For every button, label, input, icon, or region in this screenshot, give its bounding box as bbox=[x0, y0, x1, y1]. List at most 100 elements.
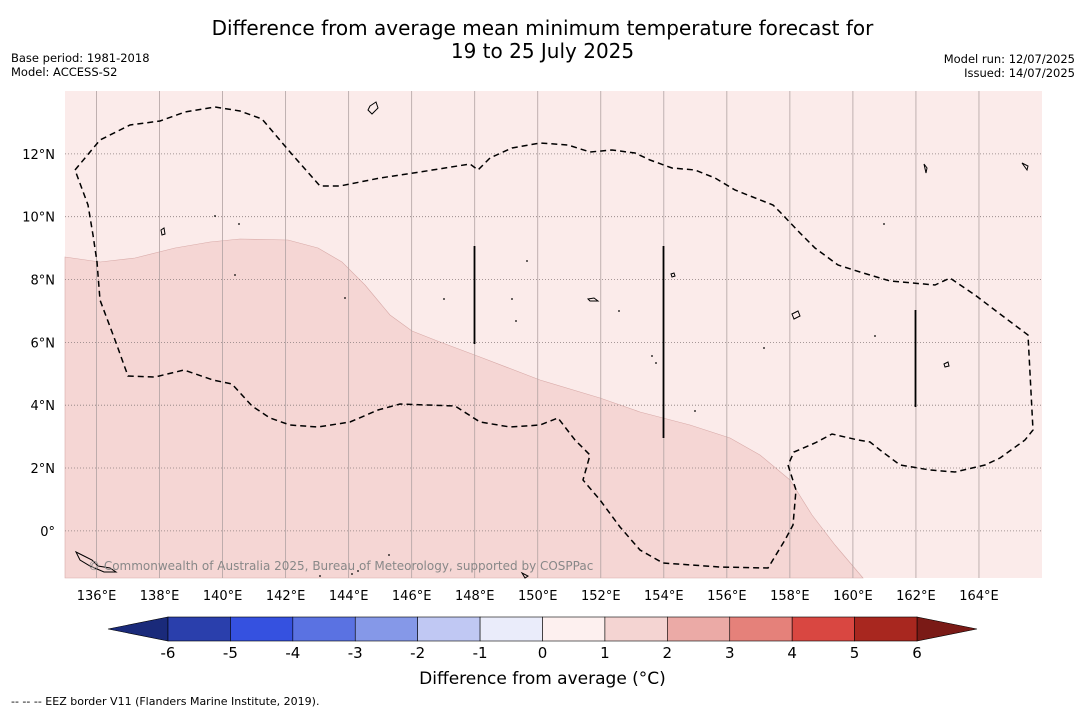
colorbar-tick-label: 3 bbox=[725, 644, 735, 662]
island-outline bbox=[670, 272, 676, 278]
latitude-tick-label: 6°N bbox=[31, 336, 56, 351]
islet bbox=[526, 260, 528, 262]
colorbar-tick-label: -4 bbox=[285, 644, 300, 662]
longitude-tick-label: 150°E bbox=[518, 589, 558, 604]
islet bbox=[344, 297, 346, 299]
colorbar-tick-label: -1 bbox=[473, 644, 488, 662]
islet bbox=[763, 347, 765, 349]
colorbar-bin bbox=[729, 616, 793, 642]
colorbar-tick-label: 4 bbox=[787, 644, 797, 662]
colorbar-tick-label: -5 bbox=[223, 644, 238, 662]
colorbar-tick-label: 0 bbox=[538, 644, 548, 662]
latitude-tick-label: 0° bbox=[40, 525, 55, 540]
islet bbox=[351, 573, 353, 575]
map-title-line1: Difference from average mean minimum tem… bbox=[211, 16, 874, 40]
longitude-tick-label: 148°E bbox=[455, 589, 495, 604]
map-panel: © Commonwealth of Australia 2025, Bureau… bbox=[64, 91, 1042, 579]
latitude-tick-label: 12°N bbox=[22, 148, 55, 163]
islet bbox=[515, 320, 517, 322]
longitude-tick-label: 144°E bbox=[329, 589, 369, 604]
longitude-tick-label: 154°E bbox=[644, 589, 684, 604]
latitude-tick-label: 4°N bbox=[31, 399, 56, 414]
islet bbox=[319, 575, 321, 577]
island-outline bbox=[160, 227, 166, 236]
issued-date: Issued: 14/07/2025 bbox=[964, 66, 1075, 80]
copyright-watermark: © Commonwealth of Australia 2025, Bureau… bbox=[88, 559, 593, 573]
longitude-tick-label: 162°E bbox=[896, 589, 936, 604]
islet bbox=[234, 274, 236, 276]
colorbar-bin bbox=[354, 616, 418, 642]
islet bbox=[511, 298, 513, 300]
islet bbox=[618, 310, 620, 312]
latitude-tick-label: 10°N bbox=[22, 211, 55, 226]
colorbar-bin bbox=[167, 616, 231, 642]
island-outline bbox=[74, 550, 118, 573]
colorbar-tick-label: -6 bbox=[161, 644, 176, 662]
colorbar-tick-labels: -6 -5 -4 -3 -2 -1 0 1 2 3 4 5 6 bbox=[161, 644, 922, 662]
colorbar-bin bbox=[417, 616, 481, 642]
colorbar-bin bbox=[854, 616, 918, 642]
eez-border-north bbox=[74, 106, 1034, 569]
island-outline bbox=[943, 361, 950, 368]
eez-borders bbox=[74, 106, 1034, 569]
islet bbox=[655, 362, 657, 364]
islet bbox=[238, 223, 240, 225]
colorbar-tick-label: 6 bbox=[912, 644, 922, 662]
islet-dots bbox=[214, 215, 885, 577]
colorbar: -6 -5 -4 -3 -2 -1 0 1 2 3 4 5 6 bbox=[107, 616, 978, 662]
colorbar-high-extend bbox=[916, 616, 978, 642]
colorbar-tick-label: 5 bbox=[850, 644, 860, 662]
islands bbox=[74, 101, 1029, 579]
longitude-labels: 136°E 138°E 140°E 142°E 144°E 146°E 148°E 150°E… bbox=[77, 589, 999, 604]
colorbar-bin bbox=[479, 616, 543, 642]
island-outline bbox=[586, 297, 600, 302]
colorbar-tick-label: 1 bbox=[600, 644, 610, 662]
island-outline bbox=[923, 163, 928, 174]
longitude-tick-label: 138°E bbox=[140, 589, 180, 604]
latitude-labels: 0° 2°N 4°N 6°N 8°N 10°N 12°N bbox=[22, 148, 55, 540]
islet bbox=[651, 355, 653, 357]
model-run: Model run: 12/07/2025 bbox=[943, 52, 1075, 66]
longitude-tick-label: 136°E bbox=[77, 589, 117, 604]
base-period: Base period: 1981-2018 bbox=[11, 51, 150, 65]
longitude-tick-label: 160°E bbox=[833, 589, 873, 604]
colorbar-tick-label: 2 bbox=[663, 644, 673, 662]
longitude-tick-label: 158°E bbox=[770, 589, 810, 604]
islet bbox=[357, 570, 359, 572]
metadata-right: Model run: 12/07/2025 Issued: 14/07/2025 bbox=[944, 52, 1075, 80]
eez-dividers bbox=[473, 246, 917, 438]
latitude-tick-label: 8°N bbox=[31, 274, 56, 289]
longitude-tick-label: 140°E bbox=[203, 589, 243, 604]
island-outline bbox=[367, 101, 379, 115]
model-name: Model: ACCESS-S2 bbox=[11, 65, 118, 79]
islet bbox=[694, 410, 696, 412]
islet bbox=[214, 215, 216, 217]
longitude-tick-label: 146°E bbox=[392, 589, 432, 604]
longitude-tick-label: 152°E bbox=[581, 589, 621, 604]
colorbar-bins bbox=[167, 616, 918, 642]
islet bbox=[388, 554, 390, 556]
longitude-tick-label: 142°E bbox=[266, 589, 306, 604]
colorbar-tick-label: -2 bbox=[410, 644, 425, 662]
colorbar-tick-label: -3 bbox=[348, 644, 363, 662]
colorbar-bin bbox=[604, 616, 668, 642]
metadata-left: Base period: 1981-2018 Model: ACCESS-S2 bbox=[11, 51, 150, 79]
latitude-tick-label: 2°N bbox=[31, 462, 56, 477]
colorbar-bin bbox=[667, 616, 731, 642]
islet bbox=[443, 298, 445, 300]
island-outline bbox=[1021, 162, 1029, 172]
island-outline bbox=[520, 571, 529, 579]
colorbar-bin bbox=[542, 616, 606, 642]
map-title-line2: 19 to 25 July 2025 bbox=[450, 39, 635, 63]
island-outline bbox=[791, 310, 801, 320]
longitude-tick-label: 164°E bbox=[959, 589, 999, 604]
colorbar-bin bbox=[292, 616, 356, 642]
colorbar-label: Difference from average (°C) bbox=[419, 669, 666, 689]
islet bbox=[883, 223, 885, 225]
islet bbox=[874, 335, 876, 337]
longitude-tick-label: 156°E bbox=[707, 589, 747, 604]
colorbar-bin bbox=[230, 616, 294, 642]
colorbar-bin bbox=[791, 616, 855, 642]
footnote: -- -- -- EEZ border V11 (Flanders Marine… bbox=[11, 695, 320, 708]
